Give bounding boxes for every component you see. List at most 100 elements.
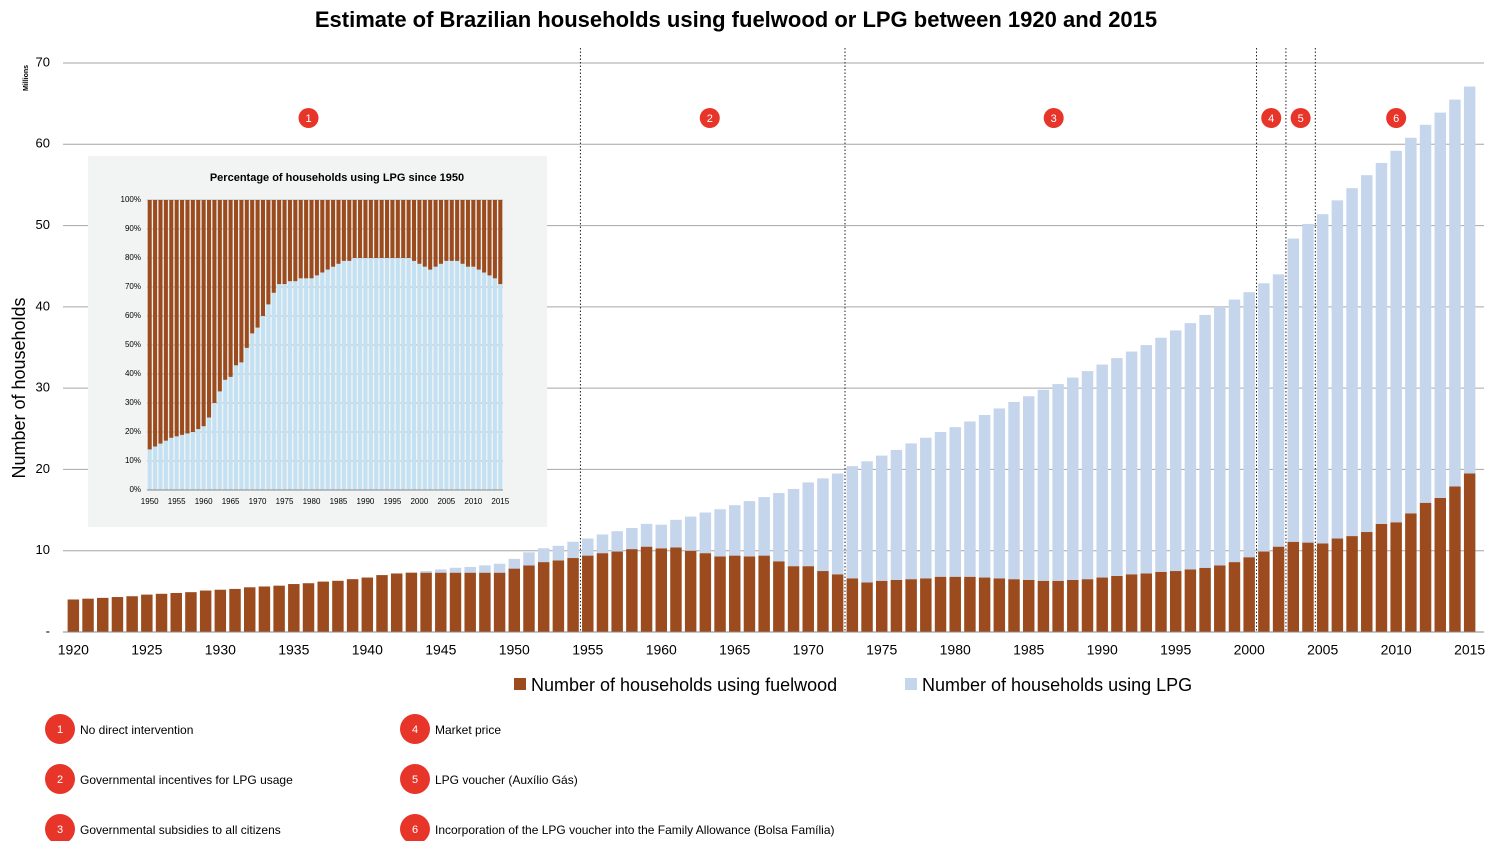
inset-bar — [476, 269, 481, 490]
y-tick-label: 40% — [125, 369, 141, 378]
inset-bar — [482, 272, 487, 490]
bar — [743, 501, 756, 557]
bar — [1434, 497, 1446, 632]
inset-bar — [293, 281, 298, 490]
bar — [435, 572, 447, 632]
inset-bar — [201, 200, 206, 427]
inset-bar — [482, 200, 487, 273]
bar — [1067, 579, 1079, 632]
inset-bar — [395, 200, 400, 258]
x-tick-label: 2005 — [437, 497, 455, 506]
y-tick-label: 60% — [125, 311, 141, 320]
inset-bar — [438, 200, 443, 264]
inset-bar — [449, 260, 454, 490]
bar — [905, 443, 917, 580]
bar — [1125, 574, 1138, 632]
inset-bar — [455, 260, 460, 490]
bar — [1169, 330, 1182, 572]
inset-bar — [190, 200, 195, 432]
inset-bar — [255, 200, 260, 328]
inset-bar — [201, 426, 206, 490]
y-tick-label: 50 — [36, 217, 50, 232]
note-marker — [45, 764, 75, 794]
bar — [1155, 337, 1167, 572]
bar — [949, 576, 961, 632]
inset-bar — [455, 200, 460, 261]
note-marker — [45, 814, 75, 841]
inset-bar — [158, 443, 163, 490]
note-text: No direct intervention — [80, 723, 193, 737]
inset-bar — [293, 200, 298, 282]
bar — [552, 560, 565, 632]
inset-bar — [304, 278, 309, 490]
bar — [905, 579, 917, 632]
inset-bar — [498, 284, 503, 490]
inset-bar — [287, 281, 292, 490]
period-marker-label: 6 — [1393, 113, 1399, 125]
bar — [199, 590, 212, 632]
inset-bar — [438, 263, 443, 490]
legend-label: Number of households using LPG — [922, 675, 1192, 695]
bar — [1184, 323, 1197, 570]
inset-bar — [266, 304, 271, 490]
bar — [1184, 569, 1197, 632]
note-marker — [400, 764, 430, 794]
inset-bar — [239, 362, 244, 490]
inset-bar — [325, 269, 330, 490]
x-tick-label: 2000 — [1234, 642, 1265, 658]
bar — [920, 578, 932, 632]
inset-bar — [217, 391, 222, 490]
bar — [1331, 200, 1344, 539]
bar — [626, 549, 638, 632]
y-tick-label: 40 — [36, 298, 50, 313]
x-tick-label: 1950 — [499, 642, 530, 658]
inset-bar — [309, 200, 314, 279]
bar — [611, 551, 623, 632]
bar — [346, 579, 359, 632]
bar — [846, 578, 859, 632]
inset-bar — [487, 275, 492, 490]
bar — [449, 567, 462, 573]
bar — [508, 568, 521, 632]
bar — [552, 545, 565, 561]
note-text: Governmental subsidies to all citizens — [80, 823, 281, 837]
bar — [758, 497, 770, 556]
inset-bar — [401, 258, 406, 490]
period-marker — [1043, 108, 1064, 128]
bar — [479, 572, 491, 632]
bar — [993, 408, 1006, 579]
bar — [508, 558, 521, 569]
bar — [464, 566, 476, 573]
inset-bar — [185, 200, 190, 434]
inset-bar — [174, 436, 179, 490]
inset-bar — [422, 266, 427, 490]
bar — [670, 519, 682, 548]
inset-bar — [320, 200, 325, 273]
bar — [582, 555, 594, 632]
bar — [1008, 579, 1020, 632]
bar — [890, 449, 903, 580]
bar — [1214, 565, 1226, 632]
bar — [876, 455, 888, 581]
bar — [1375, 523, 1388, 632]
y-tick-label: - — [46, 623, 50, 638]
inset-bar — [487, 200, 492, 276]
inset-bar — [314, 200, 319, 276]
inset-bar — [368, 258, 373, 490]
bar — [1434, 112, 1446, 498]
inset-bar — [336, 263, 341, 490]
bar — [1111, 575, 1123, 632]
bar — [302, 583, 315, 632]
inset-bar — [417, 200, 422, 264]
inset-bar — [406, 200, 411, 258]
bar — [258, 586, 271, 632]
inset-bar — [298, 278, 303, 490]
note-marker — [400, 714, 430, 744]
bar — [1081, 371, 1094, 580]
inset-bar — [260, 316, 265, 490]
bar — [729, 505, 741, 556]
inset-bar — [390, 258, 395, 490]
inset-bar — [465, 200, 470, 267]
inset-bar — [331, 200, 336, 267]
